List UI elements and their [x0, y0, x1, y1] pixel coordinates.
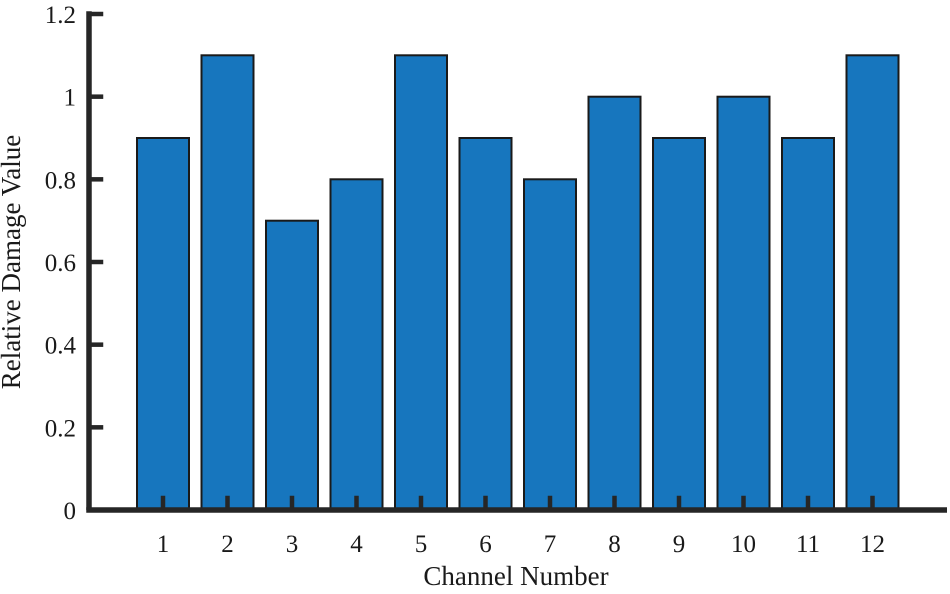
y-axis-label: Relative Damage Value — [0, 135, 26, 389]
x-tick-label: 6 — [479, 531, 492, 558]
bar — [845, 54, 900, 512]
y-tick-label: 0 — [64, 498, 77, 525]
bar — [781, 137, 835, 511]
bar — [458, 137, 513, 511]
x-tick-label: 9 — [673, 531, 686, 558]
bar — [394, 54, 448, 512]
bar — [587, 95, 642, 511]
y-tick-label: 0.8 — [45, 167, 76, 194]
bar — [329, 178, 384, 512]
y-tick-label: 0.6 — [45, 250, 76, 277]
x-tick-label: 11 — [796, 531, 820, 558]
y-tick-label: 1.2 — [45, 2, 76, 29]
bar — [200, 54, 255, 512]
bar — [265, 219, 319, 511]
x-tick-label: 4 — [350, 531, 363, 558]
bar — [523, 178, 577, 512]
x-tick-label: 3 — [286, 531, 299, 558]
x-tick-label: 12 — [860, 531, 885, 558]
x-axis-label: Channel Number — [423, 561, 608, 591]
x-tick-label: 8 — [608, 531, 621, 558]
y-tick-label: 0.2 — [45, 415, 76, 442]
bar — [716, 95, 771, 511]
bar — [652, 137, 706, 511]
y-tick-label: 0.4 — [45, 333, 77, 360]
x-tick-label: 10 — [731, 531, 756, 558]
x-tick-label: 7 — [544, 531, 557, 558]
x-tick-label: 1 — [157, 531, 170, 558]
bar — [136, 137, 190, 511]
x-tick-label: 5 — [415, 531, 428, 558]
x-tick-label: 2 — [221, 531, 234, 558]
y-tick-label: 1 — [64, 85, 77, 112]
